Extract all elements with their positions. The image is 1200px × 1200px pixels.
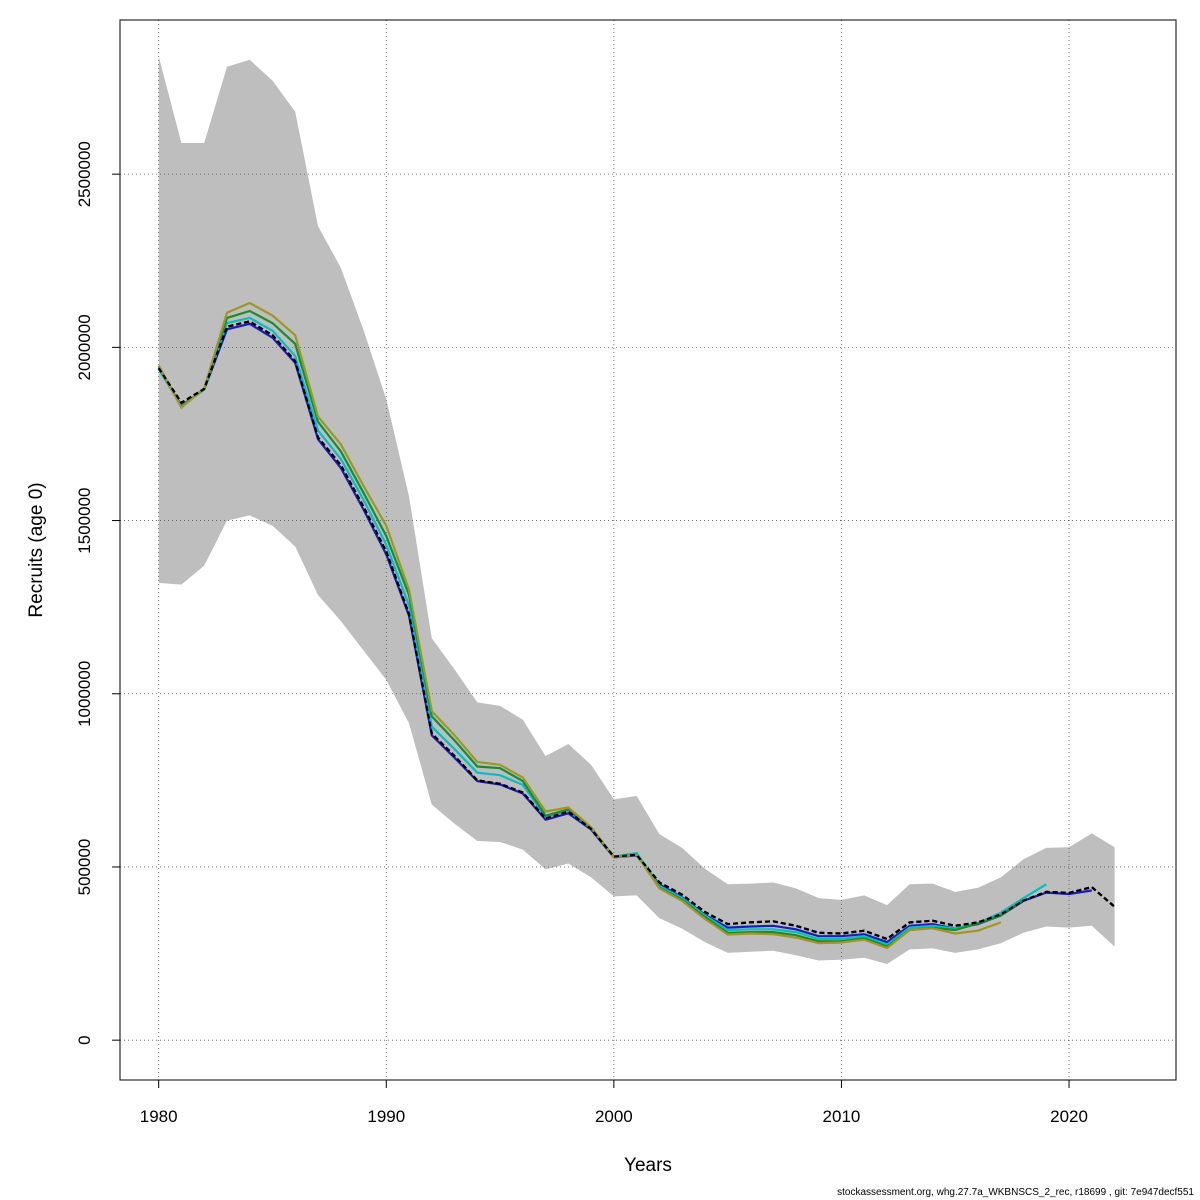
axis-layer: 1980 1990 2000 2010 2020 0 500000 1000000 150000…: [75, 141, 1088, 1126]
y-axis-title: Recruits (age 0): [26, 482, 47, 617]
series-layer: [157, 301, 1116, 950]
grid-layer: [120, 20, 1176, 1080]
series-line-reference-overlay: [157, 320, 1116, 941]
y-tick-label: 2000000: [75, 314, 94, 380]
y-tick-label: 500000: [75, 839, 94, 896]
y-tick-label: 2500000: [75, 141, 94, 207]
x-tick-label: 1980: [140, 1107, 178, 1126]
y-tick-label: 1500000: [75, 488, 94, 554]
y-tick-label: 1000000: [75, 661, 94, 727]
x-tick-label: 2020: [1050, 1107, 1088, 1126]
x-tick-label: 2000: [595, 1107, 633, 1126]
x-tick-label: 1990: [367, 1107, 405, 1126]
x-axis-title: Years: [624, 1155, 672, 1176]
x-tick-label: 2010: [823, 1107, 861, 1126]
footer-note: stockassessment.org, whg.27.7a_WKBNSCS_2…: [837, 1187, 1194, 1198]
y-tick-label: 0: [75, 1035, 94, 1044]
series-line-4: [157, 301, 1002, 950]
confidence-band: [158, 56, 1115, 964]
confidence-band-layer: [158, 56, 1115, 964]
